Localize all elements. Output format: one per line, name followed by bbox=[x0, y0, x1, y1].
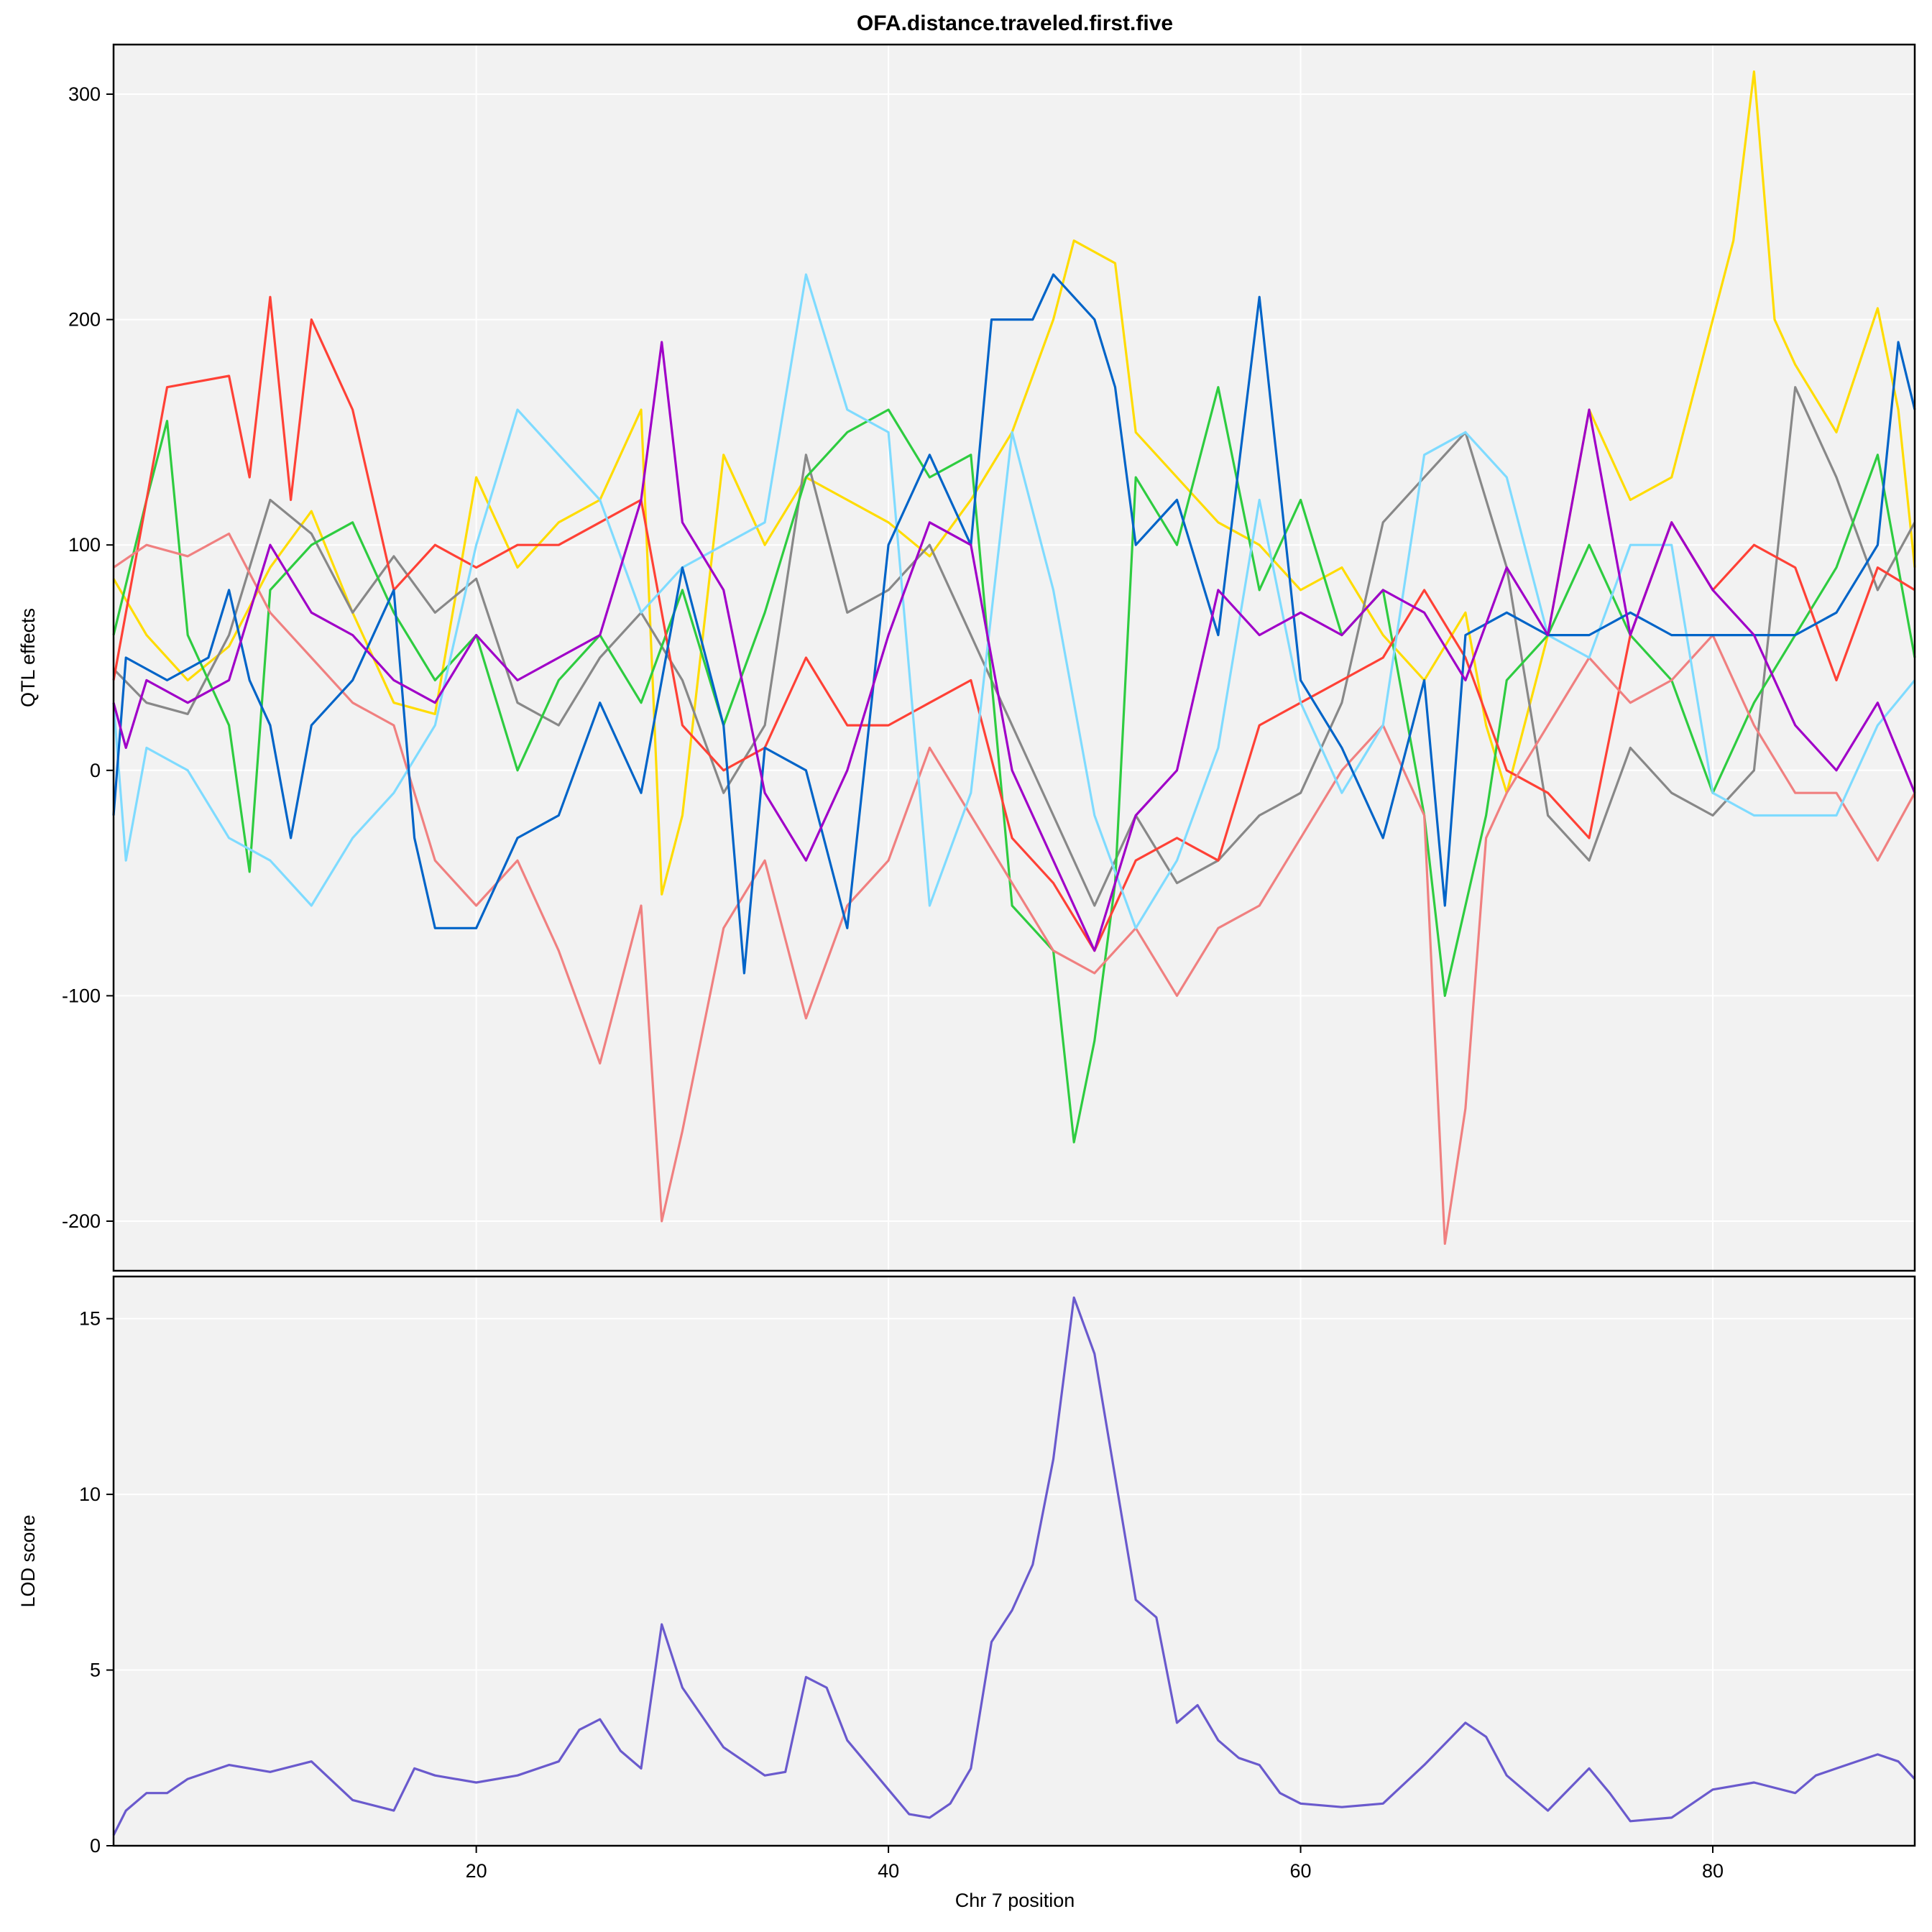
lod-ytick-label-3: 15 bbox=[79, 1308, 101, 1330]
lod-series-group bbox=[112, 1296, 1916, 1836]
x-tick-label-3: 80 bbox=[1702, 1860, 1724, 1882]
lod-y-ticks: 0 5 10 15 bbox=[79, 1308, 114, 1857]
lod-series-line-0 bbox=[112, 1296, 1916, 1836]
effects-ytick-label-1: -100 bbox=[62, 985, 101, 1006]
effects-series-line-3 bbox=[112, 295, 1915, 952]
effects-series-line-6 bbox=[112, 273, 1916, 975]
chart-title: OFA.distance.traveled.first.five bbox=[857, 12, 1173, 35]
x-tick-label-0: 20 bbox=[466, 1860, 487, 1882]
x-tick-label-2: 60 bbox=[1290, 1860, 1312, 1882]
effects-series-line-5 bbox=[112, 273, 1916, 929]
lod-ytick-label-0: 0 bbox=[90, 1835, 101, 1857]
effects-ytick-label-5: 300 bbox=[68, 83, 101, 105]
effects-ytick-label-3: 100 bbox=[68, 534, 101, 556]
effects-y-ticks: -200 -100 0 100 200 300 bbox=[62, 83, 114, 1232]
lod-y-axis-label: LOD score bbox=[17, 1514, 39, 1607]
effects-ytick-label-2: 0 bbox=[90, 760, 101, 781]
effects-y-axis-label: QTL effects bbox=[17, 608, 39, 707]
effects-panel-frame bbox=[112, 43, 1916, 1272]
lod-panel-frame bbox=[112, 1275, 1916, 1847]
lod-ytick-label-1: 5 bbox=[90, 1660, 101, 1681]
effects-series-group bbox=[112, 70, 1916, 1245]
lod-panel: 0 5 10 15 LOD score bbox=[17, 1275, 1916, 1857]
effects-series-line-4 bbox=[113, 532, 1916, 1245]
lod-ytick-label-2: 10 bbox=[79, 1484, 101, 1505]
x-tick-label-1: 40 bbox=[878, 1860, 899, 1882]
effects-panel-background bbox=[114, 45, 1915, 1271]
x-ticks: 20 40 60 80 bbox=[466, 1846, 1724, 1882]
lod-panel-background bbox=[114, 1276, 1915, 1846]
effects-panel: -200 -100 0 100 200 300 QTL effects bbox=[17, 43, 1916, 1272]
effects-ytick-label-0: -200 bbox=[62, 1210, 101, 1232]
x-axis-label: Chr 7 position bbox=[955, 1890, 1075, 1911]
effects-ytick-label-4: 200 bbox=[68, 309, 101, 331]
effects-series-line-7 bbox=[112, 341, 1916, 952]
